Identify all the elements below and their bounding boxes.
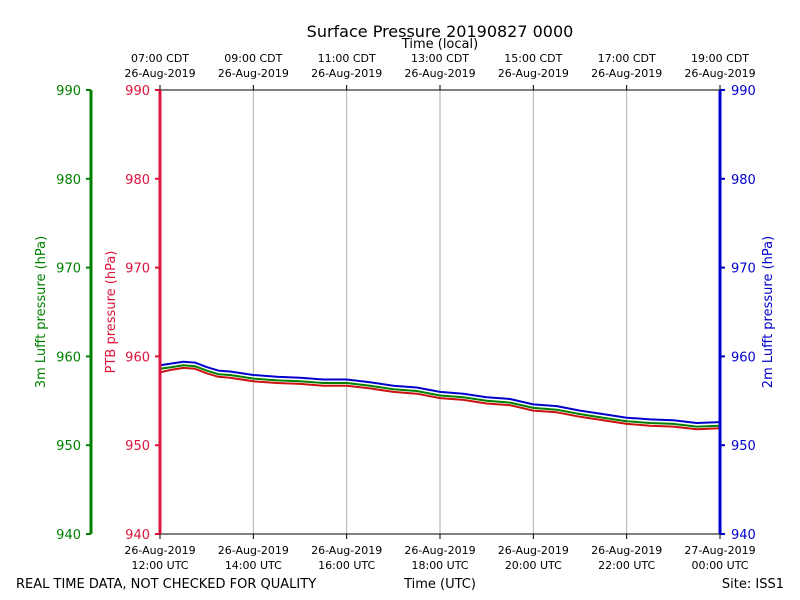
y-tick-label-left-inner: 970 — [125, 262, 150, 277]
x-tick-date-label: 26-Aug-2019 — [404, 544, 475, 557]
series-line-ptb — [159, 366, 721, 431]
top-tick-time-label: 11:00 CDT — [318, 52, 376, 65]
top-tick-time-label: 15:00 CDT — [504, 52, 562, 65]
x-tick-time-label: 20:00 UTC — [505, 559, 562, 572]
top-tick-date-label: 26-Aug-2019 — [311, 67, 382, 80]
y-tick-label-left-outer: 950 — [56, 439, 81, 454]
y-tick-label-right: 960 — [731, 350, 756, 365]
top-axis-label: Time (local) — [401, 37, 478, 52]
y-tick-label-left-outer: 960 — [56, 350, 81, 365]
top-tick-time-label: 13:00 CDT — [411, 52, 469, 65]
y-tick-label-left-inner: 980 — [125, 173, 150, 188]
site-label: Site: ISS1 — [722, 577, 784, 592]
x-tick-date-label: 26-Aug-2019 — [498, 544, 569, 557]
x-tick-time-label: 12:00 UTC — [131, 559, 188, 572]
top-tick-date-label: 26-Aug-2019 — [498, 67, 569, 80]
series-layer — [159, 360, 721, 431]
y-tick-label-right: 980 — [731, 173, 756, 188]
left-inner-axis-label: PTB pressure (hPa) — [104, 251, 119, 374]
y-tick-label-left-outer: 940 — [56, 528, 81, 543]
x-tick-time-label: 14:00 UTC — [225, 559, 282, 572]
top-tick-time-label: 17:00 CDT — [598, 52, 656, 65]
y-tick-label-right: 940 — [731, 528, 756, 543]
y-tick-label-left-inner: 950 — [125, 439, 150, 454]
y-tick-label-left-inner: 960 — [125, 350, 150, 365]
x-tick-date-label: 27-Aug-2019 — [684, 544, 755, 557]
chart-title: Surface Pressure 20190827 0000 — [307, 22, 574, 41]
y-tick-label-left-outer: 970 — [56, 262, 81, 277]
x-tick-time-label: 00:00 UTC — [691, 559, 748, 572]
top-tick-date-label: 26-Aug-2019 — [124, 67, 195, 80]
top-tick-date-label: 26-Aug-2019 — [218, 67, 289, 80]
right-axis-label: 2m Lufft pressure (hPa) — [761, 236, 776, 388]
top-tick-time-label: 07:00 CDT — [131, 52, 189, 65]
x-tick-date-label: 26-Aug-2019 — [591, 544, 662, 557]
grid-lines — [252, 90, 628, 534]
x-tick-date-label: 26-Aug-2019 — [311, 544, 382, 557]
series-line-2m-lufft — [159, 360, 721, 424]
y-tick-label-right: 990 — [731, 84, 756, 99]
y-tick-label-left-inner: 990 — [125, 84, 150, 99]
quality-disclaimer: REAL TIME DATA, NOT CHECKED FOR QUALITY — [16, 577, 316, 592]
top-tick-time-label: 09:00 CDT — [224, 52, 282, 65]
top-tick-time-label: 19:00 CDT — [691, 52, 749, 65]
y-tick-label-left-inner: 940 — [125, 528, 150, 543]
x-tick-time-label: 18:00 UTC — [411, 559, 468, 572]
x-tick-date-label: 26-Aug-2019 — [218, 544, 289, 557]
y-tick-label-left-outer: 980 — [56, 173, 81, 188]
axes: 990 990 990 980 980 980 970 970 970 960 960 960 950 9… — [56, 52, 756, 572]
x-tick-time-label: 22:00 UTC — [598, 559, 655, 572]
y-tick-label-right: 970 — [731, 262, 756, 277]
bottom-axis-label: Time (UTC) — [403, 577, 476, 592]
y-tick-label-left-outer: 990 — [56, 84, 81, 99]
y-tick-label-right: 950 — [731, 439, 756, 454]
x-tick-date-label: 26-Aug-2019 — [124, 544, 195, 557]
top-tick-date-label: 26-Aug-2019 — [684, 67, 755, 80]
left-outer-axis-label: 3m Lufft pressure (hPa) — [34, 236, 49, 388]
x-tick-time-label: 16:00 UTC — [318, 559, 375, 572]
top-tick-date-label: 26-Aug-2019 — [591, 67, 662, 80]
top-tick-date-label: 26-Aug-2019 — [404, 67, 475, 80]
series-line-3m-lufft — [159, 364, 721, 428]
